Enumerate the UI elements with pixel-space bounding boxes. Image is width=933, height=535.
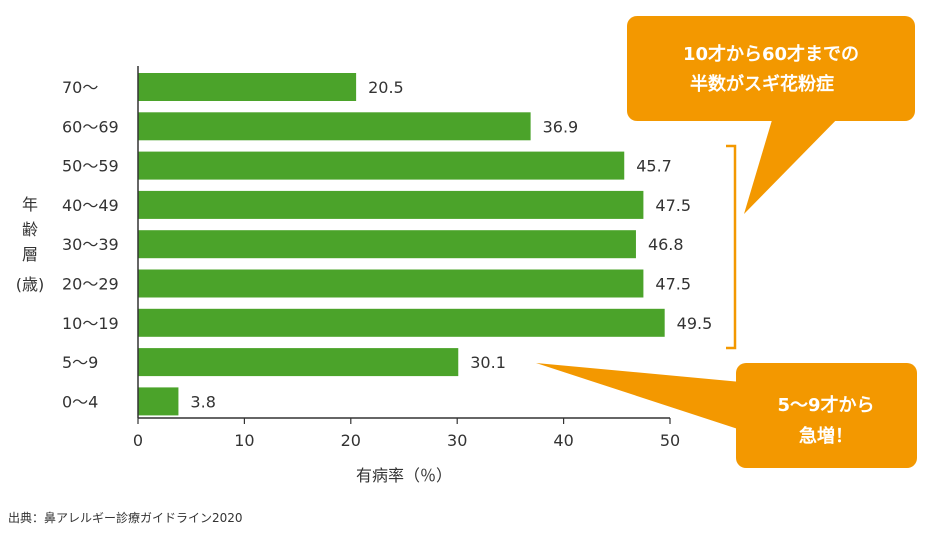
value-label: 20.5: [368, 78, 404, 97]
value-label: 3.8: [190, 392, 215, 411]
callout-top-line: 10才から60才までの: [683, 43, 859, 65]
bar: [138, 151, 625, 180]
x-tick-label: 50: [660, 431, 680, 450]
x-tick-label: 30: [447, 431, 467, 450]
source-note: 出典：鼻アレルギー診療ガイドライン2020: [8, 510, 243, 525]
category-label: 60〜69: [62, 117, 119, 136]
value-label: 49.5: [677, 314, 713, 333]
bar: [138, 230, 636, 259]
category-label: 70〜: [62, 78, 98, 97]
value-labels: 20.5 36.9 45.7 47.5 46.8 47.5 49.5 30.1 3.8: [190, 78, 712, 411]
value-label: 47.5: [655, 196, 691, 215]
y-title-line: (歳): [16, 275, 45, 294]
value-label: 46.8: [648, 235, 684, 254]
x-tick-label: 10: [234, 431, 254, 450]
value-label: 47.5: [655, 275, 691, 294]
callout-top-line: 半数がスギ花粉症: [690, 73, 834, 95]
bar: [138, 112, 531, 141]
bar: [138, 348, 459, 377]
bar: [138, 308, 665, 337]
x-ticks: 0 10 20 30 40 50: [133, 418, 680, 450]
callout-bottom: 5〜9才から 急増！: [536, 363, 917, 468]
x-tick-label: 40: [553, 431, 573, 450]
callout-top-box: [627, 16, 915, 121]
value-label: 45.7: [636, 157, 672, 176]
x-axis-title: 有病率（％）: [356, 466, 452, 485]
x-tick-label: 20: [341, 431, 361, 450]
bars-group: [138, 73, 665, 416]
category-label: 40〜49: [62, 196, 119, 215]
category-label: 30〜39: [62, 235, 119, 254]
callout-top-tail: [744, 110, 846, 214]
y-title-line: 齢: [22, 220, 38, 239]
callout-bottom-box: [736, 363, 917, 468]
range-bracket: [726, 144, 737, 350]
bar: [138, 269, 644, 298]
value-label: 30.1: [470, 353, 506, 372]
category-labels: 70〜 60〜69 50〜59 40〜49 30〜39 20〜29 10〜19 5〜9 0〜4: [62, 78, 119, 411]
callout-bottom-line: 5〜9才から: [777, 394, 874, 416]
bar: [138, 73, 357, 101]
y-axis-title: 年 齢 層 (歳): [16, 195, 45, 294]
bar: [138, 387, 179, 416]
callout-top: 10才から60才までの 半数がスギ花粉症: [627, 16, 915, 214]
value-label: 36.9: [543, 117, 579, 136]
x-tick-label: 0: [133, 431, 143, 450]
y-title-line: 層: [22, 245, 38, 264]
category-label: 0〜4: [62, 392, 98, 411]
callout-bottom-line: 急増！: [799, 425, 853, 447]
category-label: 5〜9: [62, 353, 98, 372]
bar: [138, 190, 644, 219]
category-label: 20〜29: [62, 275, 119, 294]
category-label: 10〜19: [62, 314, 119, 333]
category-label: 50〜59: [62, 157, 119, 176]
callout-bottom-tail: [536, 363, 741, 430]
y-title-line: 年: [22, 195, 38, 214]
